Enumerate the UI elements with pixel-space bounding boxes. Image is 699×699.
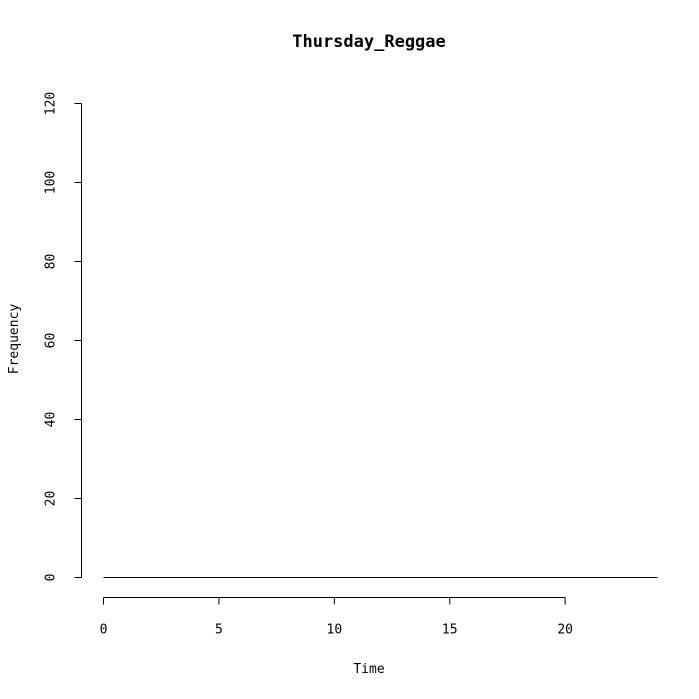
x-tick-label: 0 [100, 623, 108, 638]
y-tick-label: 60 [44, 333, 59, 349]
y-axis-label: Frequency [7, 304, 22, 375]
x-axis: 0 5 10 15 20 [100, 597, 573, 638]
x-tick-label: 5 [215, 623, 223, 638]
y-tick-label: 100 [44, 171, 59, 194]
y-tick-label: 40 [44, 412, 59, 428]
x-tick-label: 20 [557, 623, 573, 638]
x-tick-label: 15 [442, 623, 458, 638]
x-axis-label: Time [353, 662, 384, 677]
x-tick-label: 10 [327, 623, 343, 638]
y-tick-label: 20 [44, 491, 59, 507]
y-axis: 0 20 40 60 80 100 120 [44, 92, 82, 582]
chart-title: Thursday_Reggae [292, 32, 446, 52]
y-tick-label: 0 [44, 574, 59, 582]
y-tick-label: 80 [44, 254, 59, 270]
y-tick-label: 120 [44, 92, 59, 115]
